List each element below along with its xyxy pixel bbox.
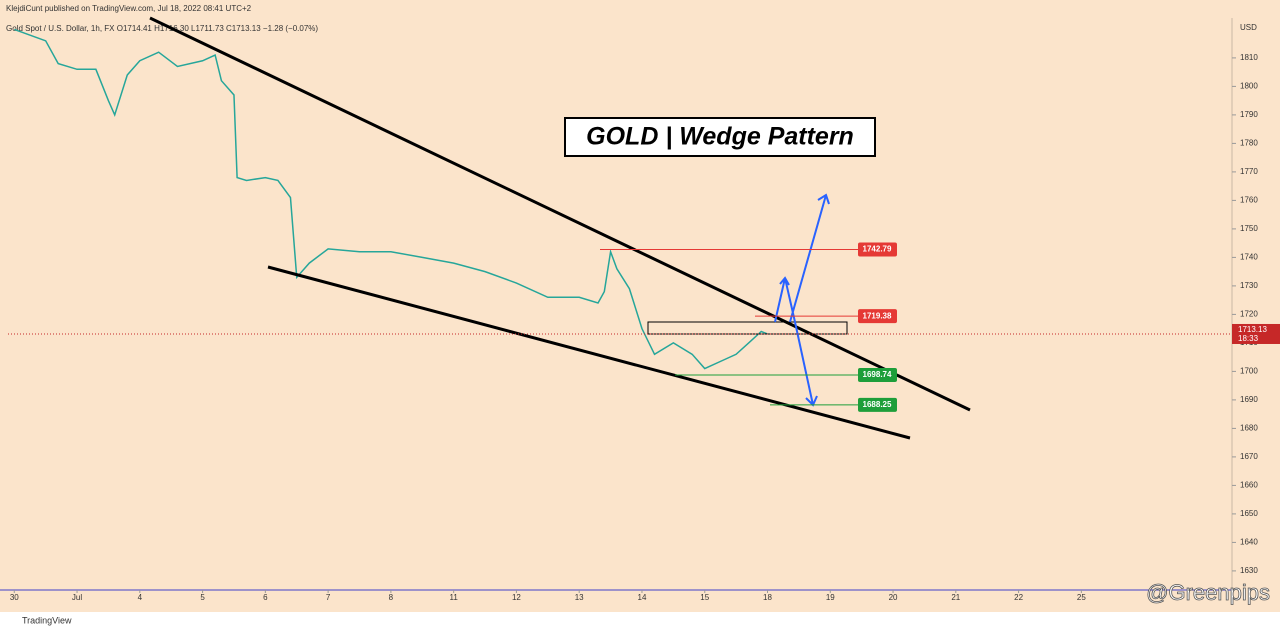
x-tick-label: 13: [575, 593, 584, 602]
y-tick-label: 1640: [1240, 538, 1258, 547]
y-tick-label: 1700: [1240, 367, 1258, 376]
x-tick-label: Jul: [72, 593, 82, 602]
x-tick-label: 19: [826, 593, 835, 602]
y-tick-label: 1780: [1240, 139, 1258, 148]
x-tick-label: 21: [951, 593, 960, 602]
lower-trendline: [267, 265, 911, 440]
axis-unit: USD: [1240, 23, 1257, 32]
y-tick-label: 1670: [1240, 452, 1258, 461]
legend: Gold Spot / U.S. Dollar, 1h, FX O1714.41…: [6, 24, 318, 33]
x-tick-label: 4: [138, 593, 143, 602]
x-tick-label: 5: [200, 593, 205, 602]
level-tag: [858, 309, 897, 324]
x-tick-label: 22: [1014, 593, 1023, 602]
zone-box: [647, 321, 848, 335]
countdown: 18:33: [1238, 334, 1259, 343]
x-tick-label: 7: [326, 593, 331, 602]
y-tick-label: 1810: [1240, 53, 1258, 62]
x-tick-label: 11: [450, 593, 459, 602]
y-tick-label: 1750: [1240, 224, 1258, 233]
x-tick-label: 14: [638, 593, 647, 602]
y-tick-label: 1630: [1240, 566, 1258, 575]
title: GOLD | Wedge Pattern: [586, 123, 854, 151]
y-tick-label: 1680: [1240, 424, 1258, 433]
y-tick-label: 1660: [1240, 481, 1258, 490]
last-price-label: 1713.13: [1238, 325, 1267, 334]
header: KlejdiCunt published on TradingView.com,…: [6, 4, 252, 13]
level-label: 1688.25: [863, 400, 892, 409]
x-tick-label: 20: [889, 593, 898, 602]
level-label: 1742.79: [863, 245, 892, 254]
x-tick-label: 25: [1077, 593, 1086, 602]
title-box: [564, 117, 876, 157]
y-tick-label: 1760: [1240, 196, 1258, 205]
x-tick-label: 6: [263, 593, 268, 602]
chart-background: [0, 0, 1280, 612]
y-tick-label: 1790: [1240, 110, 1258, 119]
x-tick-label: 30: [10, 593, 19, 602]
level-tag: [858, 397, 897, 412]
y-tick-label: 1770: [1240, 167, 1258, 176]
level-tag: [858, 242, 897, 257]
level-label: 1698.74: [863, 370, 892, 379]
x-tick-label: 8: [389, 593, 394, 602]
x-tick-label: 15: [700, 593, 709, 602]
last-price-tag: [1232, 323, 1280, 344]
price-line: [14, 28, 768, 370]
footer: TradingView: [22, 615, 72, 625]
y-tick-label: 1720: [1240, 310, 1258, 319]
y-tick-label: 1650: [1240, 509, 1258, 518]
x-tick-label: 12: [512, 593, 521, 602]
y-tick-label: 1800: [1240, 82, 1258, 91]
level-tag: [858, 367, 897, 382]
watermark: @Greenpips: [1146, 580, 1270, 605]
x-tick-label: 18: [763, 593, 772, 602]
y-tick-label: 1730: [1240, 281, 1258, 290]
y-tick-label: 1690: [1240, 395, 1258, 404]
y-tick-label: 1740: [1240, 253, 1258, 262]
upper-trendline: [149, 16, 971, 412]
level-label: 1719.38: [863, 311, 892, 320]
plot: [14, 28, 768, 370]
